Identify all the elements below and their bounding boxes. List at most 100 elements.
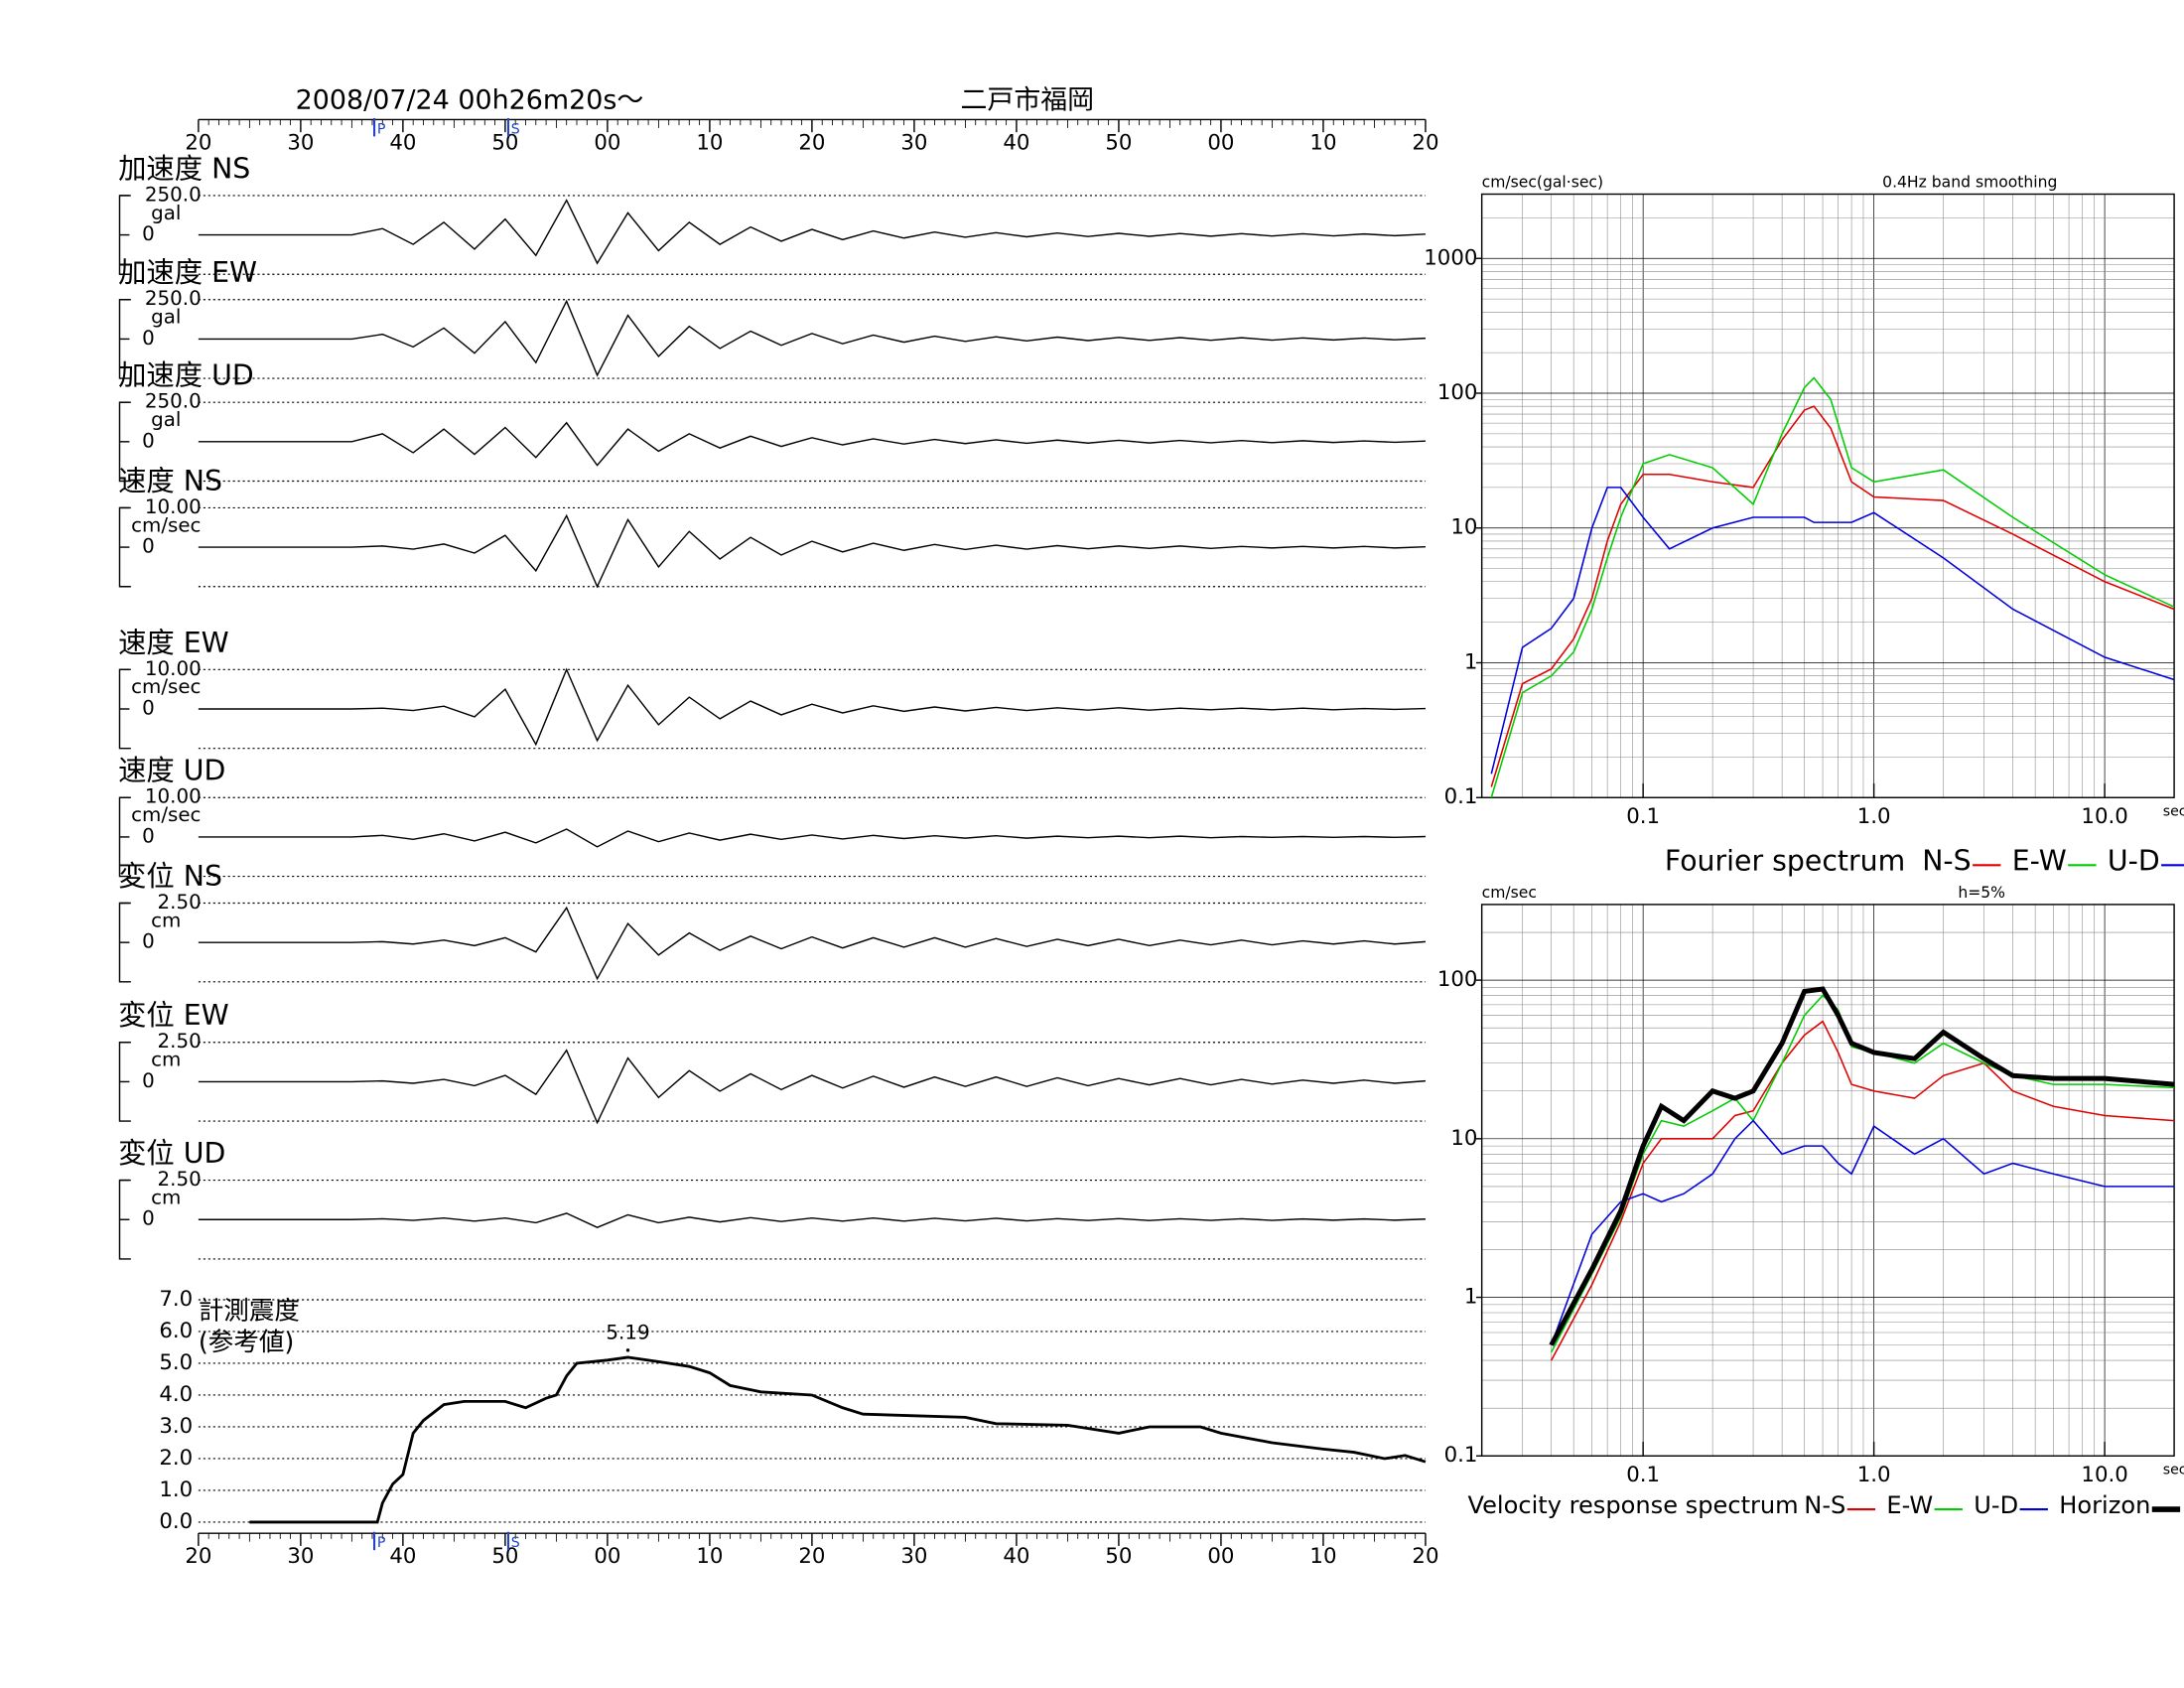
time-tick-label: 50 (1105, 131, 1132, 156)
time-tick-label: 00 (1207, 1544, 1234, 1569)
scale-label: 0 (142, 429, 155, 452)
spectrum-line (1550, 1020, 2175, 1361)
legend-label: E-W (2012, 844, 2067, 877)
plot-frame (1480, 193, 2175, 798)
waveform (198, 299, 1426, 377)
time-tick-label: 50 (491, 131, 518, 156)
time-tick-label: 10 (1309, 131, 1336, 156)
time-tick-label: 50 (491, 1544, 518, 1569)
y-tick-label: 0.1 (1444, 784, 1478, 809)
scale-label: 0 (142, 930, 155, 953)
scale-label: 2.50 (158, 1168, 202, 1191)
panel-title: 計測震度 (199, 1297, 300, 1327)
trace-name: 加速度 UD (118, 359, 254, 392)
spectrum-line (1550, 1119, 2175, 1345)
scale-label: 0 (142, 1069, 155, 1092)
unit-label: cm/sec (131, 675, 201, 698)
time-tick-label: 40 (389, 1544, 416, 1569)
unit-label: gal (151, 408, 181, 431)
time-tick-label: 40 (1003, 1544, 1029, 1569)
trace-name: 変位 UD (118, 1137, 225, 1170)
time-tick-label: 20 (185, 131, 211, 156)
plot-frame (1480, 904, 2175, 1457)
unit-label: cm (151, 909, 181, 931)
x-tick-label: 1.0 (1857, 804, 1891, 829)
phase-label: P (377, 121, 386, 137)
time-tick-label: 30 (287, 1544, 314, 1569)
scale-label: 0 (142, 697, 155, 720)
legend-title: Velocity response spectrum (1467, 1491, 1798, 1519)
scale-label: 0 (142, 222, 155, 245)
waveform (198, 199, 1426, 265)
time-tick-label: 00 (1207, 131, 1234, 156)
scale-label: 250.0 (145, 287, 202, 310)
y-tick-label: 1 (1464, 650, 1478, 675)
time-tick-label: 20 (1412, 1544, 1438, 1569)
scale-label: 2.50 (158, 1030, 202, 1053)
scale-label: 0 (142, 535, 155, 558)
scale-label: 250.0 (145, 183, 202, 206)
x-tick-label: 10.0 (2081, 804, 2127, 829)
trace-name: 速度 NS (118, 465, 222, 497)
x-tick-label: 10.0 (2081, 1463, 2127, 1487)
scale-label: 250.0 (145, 390, 202, 413)
y-tick-label: 1 (1464, 1285, 1478, 1310)
legend-label: E-W (1886, 1491, 1933, 1519)
waveform (198, 667, 1426, 747)
waveform (198, 421, 1426, 467)
unit-label: cm (151, 1049, 181, 1071)
scale-label: 10.00 (145, 495, 202, 518)
peak-marker (625, 1348, 630, 1352)
y-label: cm/sec(gal·sec) (1482, 174, 1603, 192)
title: 2008/07/24 00h26m20s〜 (296, 85, 644, 116)
time-tick-label: 30 (900, 1544, 927, 1569)
unit-label: cm (151, 1187, 181, 1209)
trace-name: 加速度 NS (118, 152, 250, 185)
peak-label: 5.19 (606, 1321, 649, 1343)
y-tick-label: 0.1 (1444, 1443, 1478, 1468)
y-tick-label: 4.0 (159, 1382, 193, 1407)
scale-label: 10.00 (145, 785, 202, 808)
legend-label: N-S (1922, 844, 1971, 877)
time-tick-label: 10 (1309, 1544, 1336, 1569)
x-unit: sec (2163, 1462, 2184, 1477)
phase-label: P (377, 1535, 386, 1551)
y-tick-label: 1.0 (159, 1477, 193, 1502)
unit-label: gal (151, 202, 181, 224)
time-tick-label: 20 (798, 1544, 825, 1569)
y-tick-label: 100 (1437, 967, 1478, 992)
time-tick-label: 10 (696, 131, 723, 156)
time-tick-label: 10 (696, 1544, 723, 1569)
trace-name: 加速度 EW (118, 256, 257, 289)
unit-label: cm/sec (131, 803, 201, 826)
phase-label: S (511, 121, 520, 137)
y-tick-label: 5.0 (159, 1350, 193, 1375)
legend-label: U-D (1974, 1491, 2018, 1519)
time-tick-label: 30 (900, 131, 927, 156)
x-tick-label: 0.1 (1626, 1463, 1660, 1487)
time-tick-label: 30 (287, 131, 314, 156)
time-tick-label: 40 (389, 131, 416, 156)
spectrum-line (1549, 986, 2175, 1346)
y-tick-label: 10 (1450, 1126, 1477, 1151)
trace-name: 変位 EW (118, 999, 229, 1032)
time-tick-label: 00 (594, 131, 620, 156)
time-tick-label: 20 (185, 1544, 211, 1569)
y-tick-label: 6.0 (159, 1319, 193, 1343)
trace-name: 変位 NS (118, 860, 222, 893)
note: h=5% (1958, 884, 2005, 902)
trace-name: 速度 UD (118, 755, 225, 787)
trace-name: 速度 EW (118, 627, 229, 659)
y-tick-label: 100 (1437, 380, 1478, 405)
time-tick-label: 20 (798, 131, 825, 156)
y-tick-label: 10 (1450, 515, 1477, 540)
note: 0.4Hz band smoothing (1882, 174, 2057, 192)
time-tick-label: 00 (594, 1544, 620, 1569)
waveform (198, 1212, 1426, 1228)
waveform (198, 828, 1426, 848)
time-tick-label: 20 (1412, 131, 1438, 156)
x-tick-label: 1.0 (1857, 1463, 1891, 1487)
unit-label: gal (151, 306, 181, 329)
y-tick-label: 1000 (1424, 245, 1477, 270)
